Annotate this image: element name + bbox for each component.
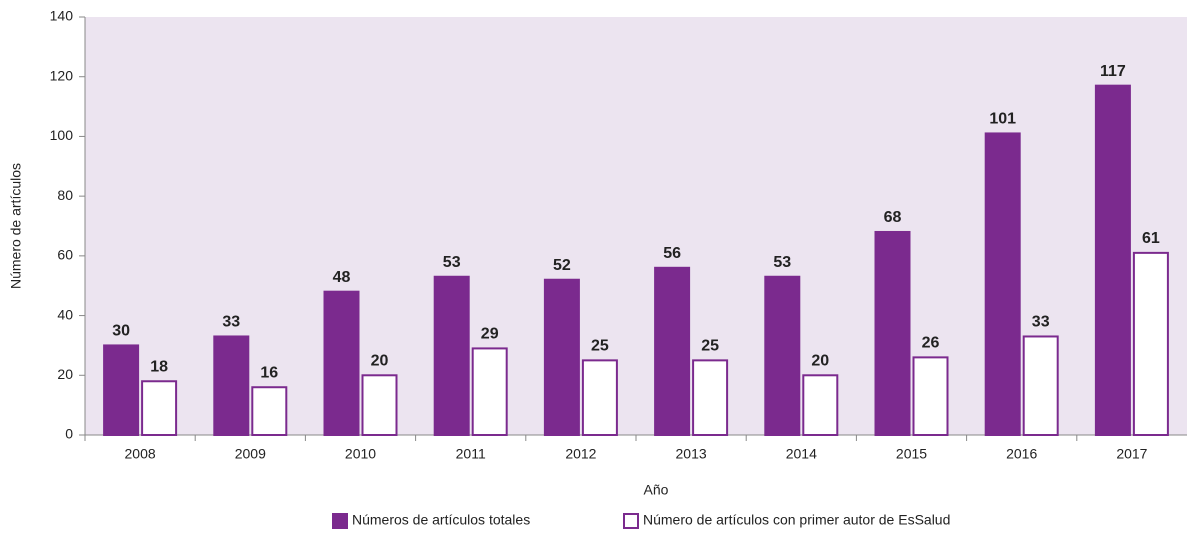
x-axis-label: Año [644, 482, 669, 498]
y-axis-label: Número de artículos [8, 163, 24, 289]
x-tick-label: 2014 [786, 446, 817, 462]
y-tick-label: 40 [57, 306, 73, 322]
value-label: 16 [260, 364, 278, 381]
legend-swatch [332, 513, 348, 529]
bar [654, 266, 691, 436]
bar [213, 335, 250, 437]
bar [251, 386, 288, 437]
x-tick-label: 2010 [345, 446, 376, 462]
y-tick-label: 60 [57, 247, 73, 263]
x-tick-label: 2009 [235, 446, 266, 462]
value-label: 20 [811, 353, 829, 370]
value-label: 30 [112, 323, 130, 340]
bar [802, 374, 839, 436]
value-label: 33 [1032, 314, 1050, 331]
x-tick-label: 2012 [565, 446, 596, 462]
x-tick-label: 2008 [125, 446, 156, 462]
y-tick-label: 0 [65, 426, 73, 442]
bar [692, 359, 729, 437]
value-label: 52 [553, 257, 571, 274]
bar [764, 275, 801, 436]
bar [323, 290, 360, 436]
bar [361, 374, 398, 436]
value-label: 53 [443, 254, 461, 271]
value-label: 117 [1100, 63, 1126, 80]
legend-label: Número de artículos con primer autor de … [643, 512, 950, 528]
value-label: 101 [989, 111, 1016, 128]
value-label: 25 [591, 338, 609, 355]
value-label: 29 [481, 326, 499, 343]
x-tick-label: 2016 [1006, 446, 1037, 462]
value-label: 68 [884, 209, 902, 226]
value-label: 48 [333, 269, 351, 286]
y-tick-label: 80 [57, 187, 73, 203]
bar [471, 347, 508, 436]
value-label: 33 [222, 314, 240, 331]
y-tick-label: 100 [50, 127, 74, 143]
bar [1094, 84, 1131, 437]
x-tick-label: 2013 [676, 446, 707, 462]
y-tick-label: 120 [50, 67, 74, 83]
x-tick-label: 2015 [896, 446, 927, 462]
bar [874, 230, 911, 436]
bar [141, 380, 178, 436]
value-label: 20 [371, 353, 389, 370]
y-tick-label: 140 [50, 8, 74, 24]
value-label: 25 [701, 338, 719, 355]
value-label: 18 [150, 358, 168, 375]
y-tick-label: 20 [57, 366, 73, 382]
bar [103, 344, 140, 436]
bar [581, 359, 618, 437]
value-label: 56 [663, 245, 681, 262]
value-label: 53 [773, 254, 791, 271]
bar [984, 132, 1021, 436]
value-label: 26 [922, 335, 940, 352]
bar [543, 278, 580, 436]
value-label: 61 [1142, 230, 1160, 247]
x-tick-label: 2011 [456, 446, 486, 462]
bar [1022, 335, 1059, 437]
bar [1132, 251, 1169, 436]
legend-swatch [623, 513, 639, 529]
legend-label: Números de artículos totales [352, 512, 530, 528]
bar [912, 356, 949, 436]
bar [433, 275, 470, 436]
plot-area [85, 17, 1187, 435]
x-tick-label: 2017 [1116, 446, 1147, 462]
